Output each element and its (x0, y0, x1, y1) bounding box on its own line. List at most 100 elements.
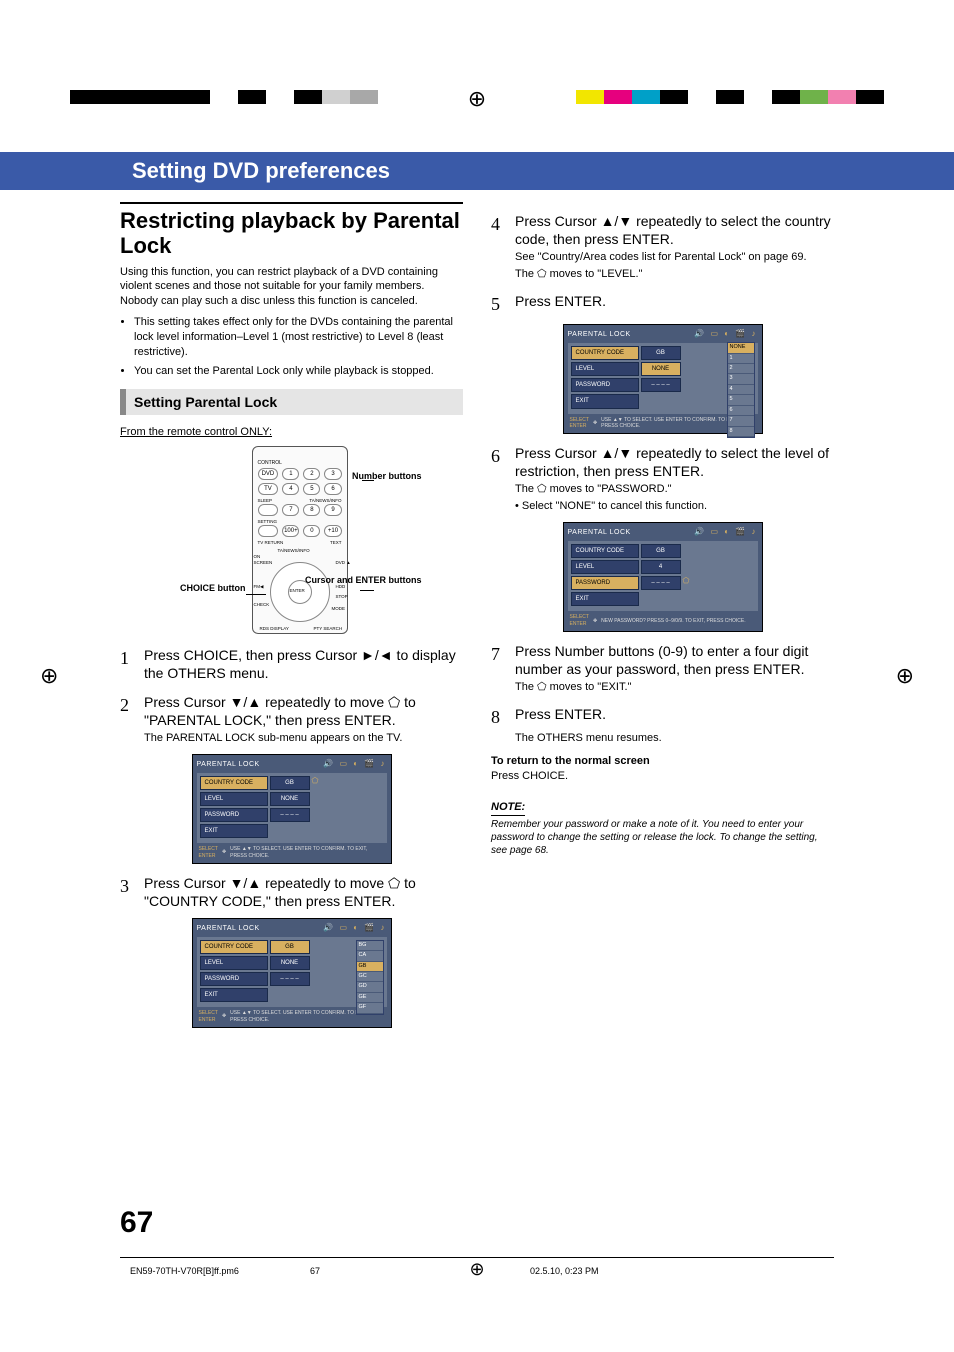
osd-screenshot-1: PARENTAL LOCK🔊 ▭ ◐ 🎬 ♪ COUNTRY CODEGB⬠ L… (192, 754, 392, 864)
osd-option: GE (357, 993, 383, 1003)
crop-mark-right-icon: ⊕ (896, 663, 914, 689)
osd-option: BG (357, 941, 383, 951)
step-number: 6 (491, 444, 507, 480)
step-3: 3 Press Cursor ▼/▲ repeatedly to move ⬠ … (120, 874, 463, 910)
osd-screenshot-2: PARENTAL LOCK🔊 ▭ ◐ 🎬 ♪ COUNTRY CODEGB LE… (192, 918, 392, 1028)
dpad-icon: ✥ (222, 849, 226, 856)
intro-paragraph: Using this function, you can restrict pl… (120, 265, 463, 310)
registration-center-icon: ⊕ (468, 86, 486, 112)
osd-footer-key: SELECT (570, 417, 589, 423)
osd-option: GB (357, 962, 383, 972)
step-number: 2 (120, 693, 136, 729)
osd-label: LEVEL (571, 560, 639, 574)
step-number: 3 (120, 874, 136, 910)
note-heading: NOTE: (491, 800, 525, 816)
osd-footer-key: ENTER (199, 853, 216, 859)
step-text: Press Cursor ▼/▲ repeatedly to move ⬠ to… (144, 693, 463, 729)
step-2-note: The PARENTAL LOCK sub-menu appears on th… (144, 731, 463, 746)
osd-label: LEVEL (200, 792, 268, 806)
osd-icons-icon: 🔊 ▭ ◐ 🎬 ♪ (323, 923, 386, 934)
osd-footer-key: ENTER (199, 1017, 216, 1023)
cursor-icon: ⬠ (312, 776, 319, 790)
intro-bullets: This setting takes effect only for the D… (120, 315, 463, 378)
osd-value: NONE (270, 792, 310, 806)
osd-label: EXIT (200, 988, 268, 1002)
osd-label: PASSWORD (200, 972, 268, 986)
osd-icons-icon: 🔊 ▭ ◐ 🎬 ♪ (694, 527, 757, 538)
right-column: 4 Press Cursor ▲/▼ repeatedly to select … (491, 202, 834, 1038)
osd-footer-key: SELECT (199, 846, 218, 852)
step-text: Press Cursor ▼/▲ repeatedly to move ⬠ to… (144, 874, 463, 910)
registration-bar: ⊕ (0, 90, 954, 104)
step-8-note: The OTHERS menu resumes. (515, 731, 834, 746)
step-6: 6 Press Cursor ▲/▼ repeatedly to select … (491, 444, 834, 480)
dpad-icon: ✥ (222, 1013, 226, 1020)
osd-option: GD (357, 982, 383, 992)
bullet-item: You can set the Parental Lock only while… (134, 364, 463, 379)
osd-value: – – – – (641, 378, 681, 392)
osd-option: 3 (728, 374, 754, 384)
osd-footer-key: SELECT (199, 1010, 218, 1016)
osd-label: COUNTRY CODE (200, 776, 268, 790)
osd-label: COUNTRY CODE (571, 346, 639, 360)
osd-value: – – – – (270, 972, 310, 986)
step-4: 4 Press Cursor ▲/▼ repeatedly to select … (491, 212, 834, 248)
osd-footer-key: ENTER (570, 423, 587, 429)
osd-option: 7 (728, 416, 754, 426)
osd-dropdown: NONE 1 2 3 4 5 6 7 8 (727, 342, 755, 438)
step-1: 1 Press CHOICE, then press Cursor ►/◄ to… (120, 646, 463, 682)
step-number: 1 (120, 646, 136, 682)
osd-label: EXIT (200, 824, 268, 838)
osd-option: CA (357, 951, 383, 961)
osd-label: COUNTRY CODE (571, 544, 639, 558)
crop-mark-left-icon: ⊕ (40, 663, 58, 689)
osd-dropdown: BG CA GB GC GD GE GF (356, 940, 384, 1015)
osd-screenshot-4: PARENTAL LOCK🔊 ▭ ◐ 🎬 ♪ COUNTRY CODEGB LE… (563, 522, 763, 632)
osd-value: GB (270, 776, 310, 790)
section-heading: Restricting playback by Parental Lock (120, 202, 463, 259)
remote-only-note: From the remote control ONLY: (120, 425, 463, 440)
remote-control-figure: CONTROL DVD123 TV456 SLEEPTA/NEWS/INFO 7… (182, 446, 402, 636)
step-number: 8 (491, 705, 507, 729)
bullet-item: This setting takes effect only for the D… (134, 315, 463, 360)
osd-value: – – – – (270, 808, 310, 822)
step-text: Press Cursor ▲/▼ repeatedly to select th… (515, 444, 834, 480)
osd-option: 4 (728, 385, 754, 395)
osd-label: EXIT (571, 394, 639, 408)
step-2: 2 Press Cursor ▼/▲ repeatedly to move ⬠ … (120, 693, 463, 729)
dpad-icon: ✥ (593, 618, 597, 625)
step-7-note: The ⬠ moves to "EXIT." (515, 680, 834, 695)
step-5: 5 Press ENTER. (491, 292, 834, 316)
osd-title: PARENTAL LOCK (197, 924, 260, 933)
osd-value: – – – – (641, 576, 681, 590)
osd-option: 6 (728, 406, 754, 416)
step-text: Press ENTER. (515, 292, 606, 316)
subsection-heading: Setting Parental Lock (120, 389, 463, 416)
footer-date: 02.5.10, 0:23 PM (530, 1266, 599, 1276)
osd-title: PARENTAL LOCK (568, 330, 631, 339)
osd-option: 8 (728, 427, 754, 437)
callout-choice: CHOICE button (176, 584, 246, 594)
reg-swatches-left (70, 90, 378, 104)
footer-filename: EN59-70TH-V70R[B]ff.pm6 (130, 1266, 310, 1276)
osd-label: PASSWORD (571, 378, 639, 392)
osd-footer-text: USE ▲▼ TO SELECT. USE ENTER TO CONFIRM. … (230, 846, 384, 860)
osd-label: COUNTRY CODE (200, 940, 268, 954)
step-text: Press Number buttons (0-9) to enter a fo… (515, 642, 834, 678)
osd-option: 1 (728, 354, 754, 364)
osd-value: 4 (641, 560, 681, 574)
page-content: Setting DVD preferences Restricting play… (120, 152, 834, 1222)
step-6-note: The ⬠ moves to "PASSWORD." (515, 482, 834, 497)
step-number: 4 (491, 212, 507, 248)
left-column: Restricting playback by Parental Lock Us… (120, 202, 463, 1038)
footer-page: 67 (310, 1266, 530, 1276)
osd-value: NONE (270, 956, 310, 970)
osd-option: GF (357, 1003, 383, 1013)
step-4-note: See "Country/Area codes list for Parenta… (515, 250, 834, 265)
osd-label: PASSWORD (200, 808, 268, 822)
osd-label: EXIT (571, 592, 639, 606)
osd-label: LEVEL (200, 956, 268, 970)
osd-value: GB (270, 940, 310, 954)
osd-label: LEVEL (571, 362, 639, 376)
step-text: Press ENTER. (515, 705, 606, 729)
